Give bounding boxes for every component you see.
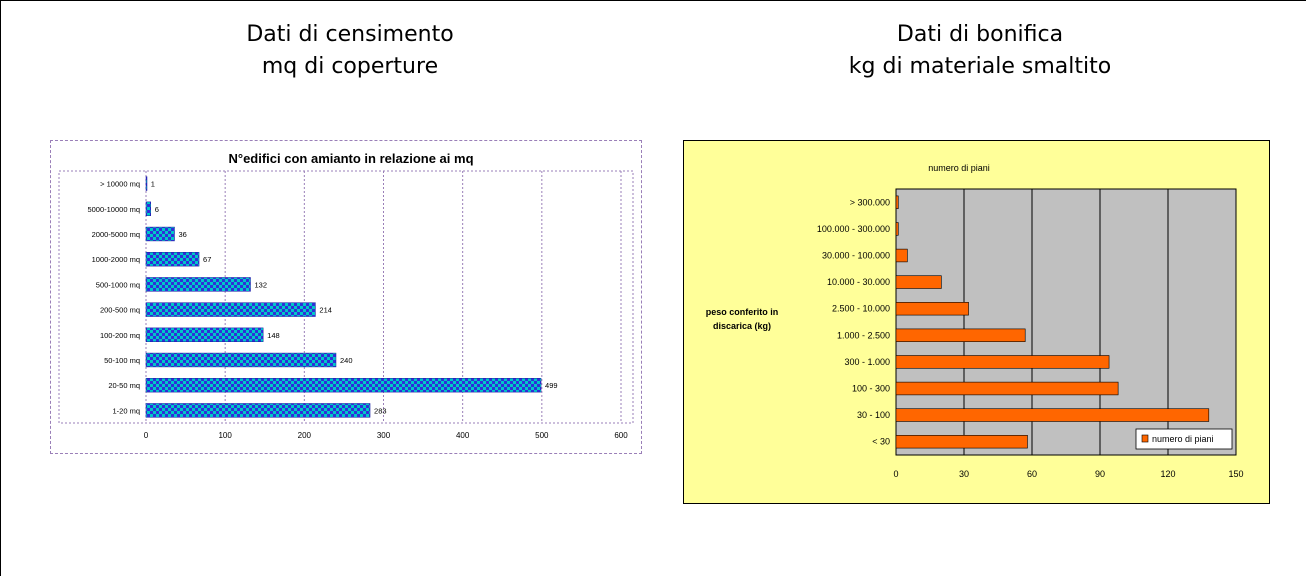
census-x-tick-label: 300: [377, 431, 391, 440]
census-bar: [145, 378, 542, 393]
census-chart: N°edifici con amianto in relazione ai mq…: [50, 140, 642, 454]
census-data-label: 67: [203, 255, 211, 264]
disposal-bar: [895, 328, 1026, 342]
disposal-bar: [895, 248, 908, 263]
census-category-label: > 10000 mq: [100, 180, 140, 189]
disposal-bar: [895, 408, 1210, 422]
census-plot-frame: [58, 170, 634, 424]
disposal-category-label: 100 - 300: [852, 384, 890, 394]
right-heading-line1: Dati di bonifica: [896, 22, 1064, 47]
disposal-bar: [895, 222, 899, 236]
disposal-category-label: 2.500 - 10.000: [832, 304, 890, 314]
census-chart-svg: N°edifici con amianto in relazione ai mq…: [58, 151, 634, 440]
disposal-chart-svg: numero di piani 0 30 60 90 120 150 < 30 30 - 10…: [706, 163, 1244, 479]
left-heading: Dati di censimento mq di coperture: [150, 19, 550, 83]
disposal-chart-title: numero di piani: [928, 163, 990, 173]
census-data-label: 36: [179, 230, 187, 239]
right-heading: Dati di bonifica kg di materiale smaltit…: [770, 19, 1190, 83]
disposal-x-tick-label: 30: [959, 469, 969, 479]
census-category-label: 20-50 mq: [108, 381, 140, 390]
disposal-chart: numero di piani 0 30 60 90 120 150 < 30 30 - 10…: [683, 140, 1270, 504]
census-bar: [145, 352, 337, 368]
census-category-label: 200-500 mq: [100, 306, 140, 315]
census-data-label: 214: [319, 306, 332, 315]
disposal-category-label: 30.000 - 100.000: [822, 251, 890, 261]
disposal-category-label: < 30: [872, 437, 890, 447]
census-bar: [145, 302, 316, 317]
left-heading-line2: mq di coperture: [261, 54, 439, 79]
census-data-label: 1: [151, 180, 155, 189]
census-x-tick-label: 100: [218, 431, 232, 440]
census-bar: [145, 327, 264, 342]
census-bar: [145, 176, 148, 191]
disposal-bar: [895, 435, 1028, 449]
census-data-label: 6: [155, 205, 159, 214]
disposal-legend-box: [1135, 428, 1233, 450]
census-data-label: 148: [267, 331, 280, 340]
disposal-y-axis-label: peso conferito in discarica (kg): [706, 307, 779, 331]
census-chart-title: N°edifici con amianto in relazione ai mq: [228, 151, 473, 166]
census-bar: [145, 201, 151, 216]
census-category-label: 2000-5000 mq: [92, 230, 140, 239]
census-x-tick-label: 500: [535, 431, 549, 440]
disposal-category-label: > 300.000: [850, 197, 890, 207]
census-bar: [145, 226, 175, 242]
disposal-bar: [895, 195, 899, 209]
disposal-x-tick-label: 90: [1095, 469, 1105, 479]
census-x-tick-label: 0: [144, 431, 149, 440]
census-data-label: 283: [374, 406, 387, 415]
disposal-bar: [895, 381, 1119, 396]
census-data-label: 499: [545, 381, 558, 390]
disposal-bar: [895, 275, 942, 289]
census-x-tick-label: 400: [456, 431, 470, 440]
right-heading-line2: kg di materiale smaltito: [848, 54, 1112, 79]
census-bar: [145, 252, 200, 267]
census-bar: [145, 403, 371, 418]
disposal-category-label: 1.000 - 2.500: [837, 330, 890, 340]
census-category-label: 1000-2000 mq: [92, 255, 140, 264]
disposal-category-label: 30 - 100: [857, 410, 890, 420]
disposal-bar: [895, 302, 969, 316]
census-category-label: 5000-10000 mq: [87, 205, 140, 214]
census-category-label: 50-100 mq: [104, 356, 140, 365]
disposal-x-tick-label: 60: [1027, 469, 1037, 479]
census-x-tick-label: 200: [298, 431, 312, 440]
disposal-bar: [895, 355, 1110, 369]
census-category-label: 1-20 mq: [112, 406, 140, 415]
disposal-category-label: 10.000 - 30.000: [827, 277, 890, 287]
disposal-x-tick-label: 150: [1228, 469, 1243, 479]
census-x-tick-label: 600: [614, 431, 628, 440]
disposal-category-label: 300 - 1.000: [844, 357, 890, 367]
census-data-label: 240: [340, 356, 353, 365]
left-heading-line1: Dati di censimento: [246, 22, 454, 47]
disposal-x-tick-label: 120: [1160, 469, 1175, 479]
census-data-label: 132: [255, 280, 268, 289]
disposal-legend-swatch: [1141, 434, 1149, 443]
census-category-label: 100-200 mq: [100, 331, 140, 340]
disposal-category-label: 100.000 - 300.000: [817, 224, 890, 234]
census-category-label: 500-1000 mq: [96, 280, 140, 289]
census-bar: [145, 277, 251, 292]
disposal-x-tick-label: 0: [893, 469, 898, 479]
disposal-legend-label: numero di piani: [1152, 434, 1214, 444]
